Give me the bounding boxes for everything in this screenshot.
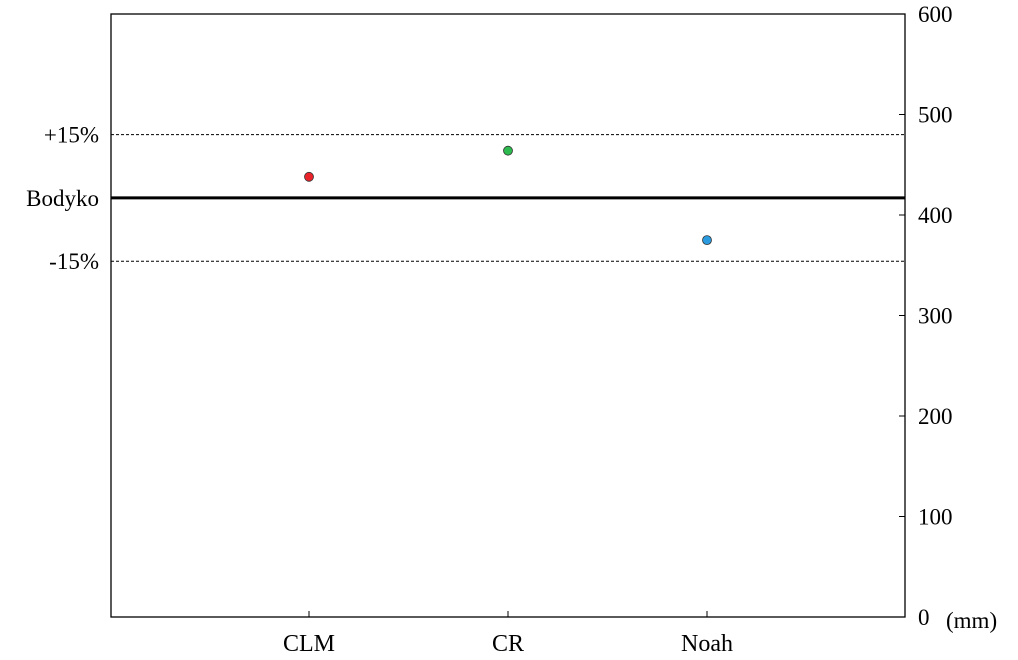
y-axis-unit: (mm) xyxy=(946,608,997,633)
reference-line-label-1: Bodyko xyxy=(26,186,99,211)
plot-area-frame xyxy=(110,13,906,618)
data-point-clm xyxy=(304,171,314,182)
x-axis-tick-labels: CLM CR Noah xyxy=(283,631,733,657)
reference-line-label-2: -15% xyxy=(49,249,99,274)
y-tick-label-1: 100 xyxy=(918,505,953,530)
y-axis-ticks xyxy=(899,13,905,618)
y-tick-label-4: 400 xyxy=(918,203,953,228)
data-point-cr xyxy=(503,145,513,156)
category-label-2: Noah xyxy=(681,631,733,657)
category-label-1: CR xyxy=(492,631,524,657)
category-label-0: CLM xyxy=(283,631,335,657)
y-tick-label-5: 500 xyxy=(918,103,953,128)
reference-line-labels: +15% Bodyko -15% xyxy=(26,123,99,275)
x-axis-ticks xyxy=(308,611,708,617)
y-tick-label-3: 300 xyxy=(918,304,953,329)
data-points xyxy=(304,145,712,246)
y-tick-label-0: 0 xyxy=(918,605,930,630)
y-tick-label-2: 200 xyxy=(918,404,953,429)
y-axis-tick-labels: 0 100 200 300 400 500 600 xyxy=(918,2,953,630)
y-tick-label-6: 600 xyxy=(918,2,953,27)
reference-line-label-0: +15% xyxy=(44,123,99,148)
data-point-noah xyxy=(702,235,712,246)
reference-lines xyxy=(111,134,905,262)
